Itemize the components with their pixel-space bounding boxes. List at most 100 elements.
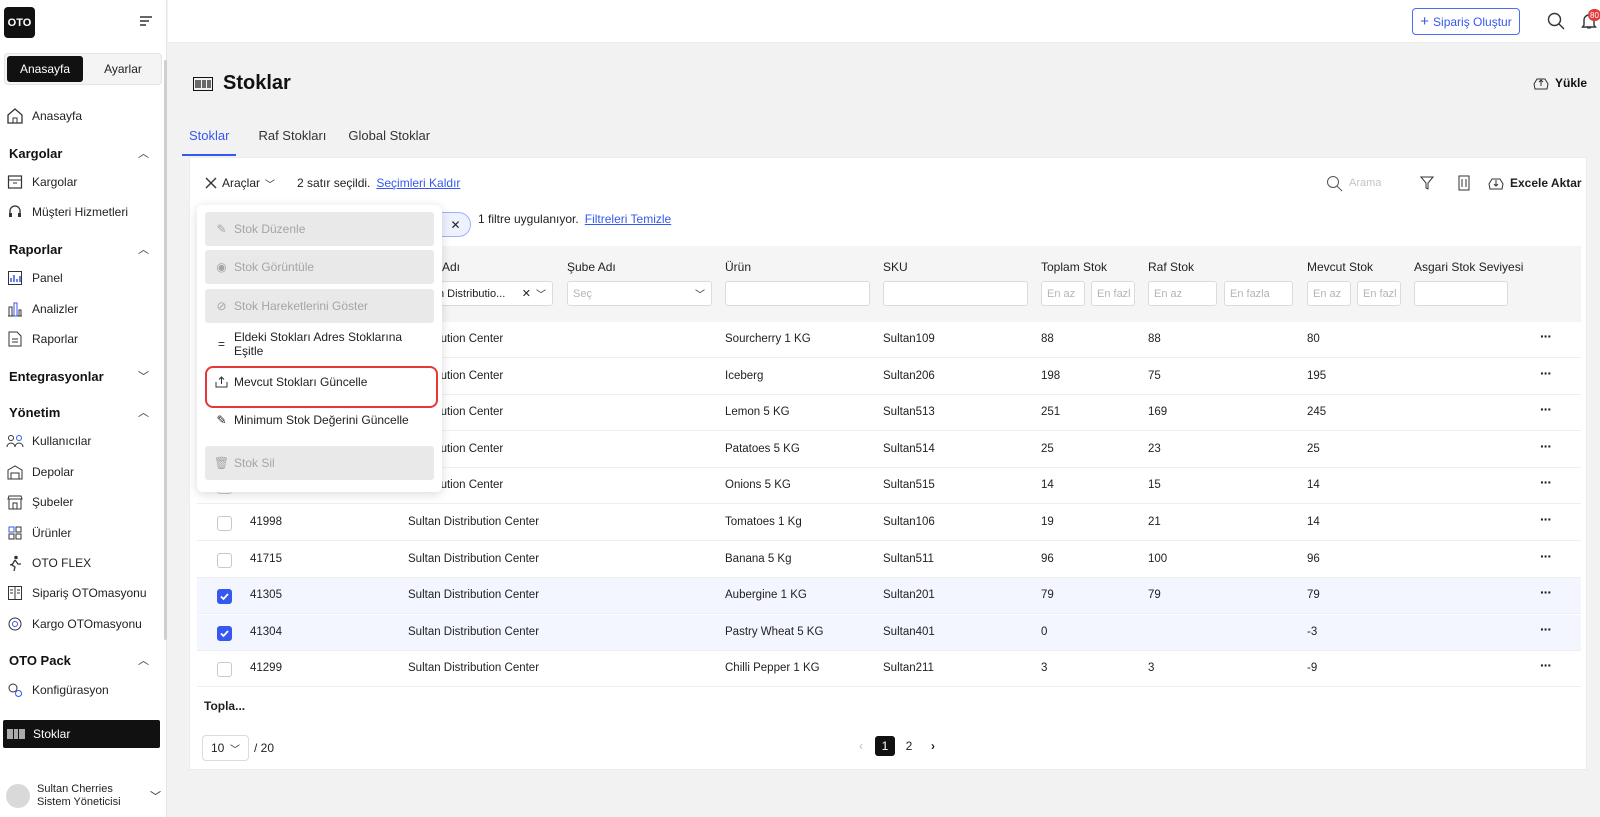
chevron-down-icon[interactable]: ﹀ <box>150 791 161 803</box>
sidebar-group-yonetim[interactable]: Yönetim ︿ <box>9 402 149 422</box>
segment-ayarlar[interactable]: Ayarlar <box>104 62 142 76</box>
total-min-input[interactable]: En az <box>1041 281 1085 306</box>
row-actions-icon[interactable]: ··· <box>1540 401 1552 417</box>
table-row[interactable] <box>197 322 1581 358</box>
collapse-menu-icon[interactable] <box>139 15 153 27</box>
search-icon[interactable] <box>1547 12 1565 30</box>
row-actions-icon[interactable]: ··· <box>1540 657 1552 673</box>
sidebar-group-raporlar[interactable]: Raporlar ︿ <box>9 239 149 259</box>
sidebar-item-kullanicilar[interactable]: Kullanıcılar <box>6 430 156 452</box>
search-input[interactable]: Arama <box>1349 177 1382 189</box>
sidebar-item-panel[interactable]: Panel <box>6 267 156 289</box>
sidebar-item-siparis-otomasyonu[interactable]: Sipariş OTOmasyonu <box>6 582 156 604</box>
sidebar-item-kargo-otomasyonu[interactable]: Kargo OTOmasyonu <box>6 613 156 635</box>
clear-filters-link[interactable]: Filtreleri Temizle <box>584 212 672 226</box>
col-header-min[interactable]: Asgari Stok Seviyesi <box>1414 260 1524 274</box>
page-size-select[interactable]: 10 ﹀ <box>202 735 249 761</box>
row-checkbox[interactable] <box>217 516 232 531</box>
sidebar-item-konfigurasyon[interactable]: Konfigürasyon <box>6 679 156 701</box>
row-actions-icon[interactable]: ··· <box>1540 584 1552 600</box>
current-min-input[interactable]: En az <box>1307 281 1351 306</box>
menu-item-edit-stock[interactable]: ✎ Stok Düzenle <box>205 212 434 246</box>
user-profile[interactable]: Sultan Cherries Sistem Yöneticisi ﹀ <box>6 781 161 811</box>
upload-button[interactable]: Yükle <box>1533 75 1587 91</box>
clear-selection-link[interactable]: Seçimleri Kaldır <box>376 176 461 190</box>
tools-dropdown-button[interactable]: Araçlar ﹀ <box>204 176 275 191</box>
table-row[interactable] <box>197 578 1581 614</box>
row-checkbox[interactable] <box>217 626 232 641</box>
table-search[interactable]: Arama <box>1326 173 1381 193</box>
tab-stoklar[interactable]: Stoklar <box>182 128 237 156</box>
table-row[interactable] <box>197 615 1581 651</box>
row-checkbox[interactable] <box>217 553 232 568</box>
next-page-icon[interactable]: › <box>931 739 935 753</box>
row-actions-icon[interactable]: ··· <box>1540 438 1552 454</box>
sidebar-group-kargolar[interactable]: Kargolar ︿ <box>9 143 149 163</box>
table-row[interactable] <box>197 505 1581 541</box>
row-checkbox[interactable] <box>217 662 232 677</box>
menu-item-stock-movements[interactable]: ⊘ Stok Hareketlerini Göster <box>205 289 434 323</box>
col-header-shelf[interactable]: Raf Stok <box>1148 260 1195 274</box>
sidebar-item-subeler[interactable]: Şubeler <box>6 491 156 513</box>
col-header-total[interactable]: Toplam Stok <box>1041 260 1108 274</box>
col-header-product[interactable]: Ürün <box>725 260 752 274</box>
page-2[interactable]: 2 <box>905 739 913 753</box>
row-actions-icon[interactable]: ··· <box>1540 328 1552 344</box>
create-order-button[interactable]: + Sipariş Oluştur <box>1412 8 1520 35</box>
edit-icon: ✎ <box>216 413 227 427</box>
row-actions-icon[interactable]: ··· <box>1540 548 1552 564</box>
oto-logo[interactable]: OTO <box>4 7 35 38</box>
sidebar-item-analizler[interactable]: Analizler <box>6 298 156 320</box>
menu-item-update-current-stock[interactable]: Mevcut Stokları Güncelle <box>205 365 434 399</box>
current-max-input[interactable]: En fazl <box>1357 281 1401 306</box>
sidebar-item-depolar[interactable]: Depolar <box>6 461 156 483</box>
sidebar-item-urunler[interactable]: Ürünler <box>6 522 156 544</box>
total-max-input[interactable]: En fazl <box>1091 281 1135 306</box>
sidebar-item-raporlar[interactable]: Raporlar <box>6 328 156 350</box>
table-row[interactable] <box>197 651 1581 687</box>
menu-item-delete-stock[interactable]: 🗑 Stok Sil <box>205 446 434 480</box>
sidebar-item-musteri-hizmetleri[interactable]: Müşteri Hizmetleri <box>6 201 156 223</box>
close-icon[interactable]: ✕ <box>450 217 461 232</box>
row-actions-icon[interactable]: ··· <box>1540 511 1552 527</box>
sidebar-group-otopack[interactable]: OTO Pack ︿ <box>9 650 149 670</box>
table-row[interactable] <box>197 542 1581 578</box>
col-header-branch[interactable]: Şube Adı <box>567 260 616 274</box>
tab-global-stoklar[interactable]: Global Stoklar <box>348 128 431 143</box>
row-actions-icon[interactable]: ··· <box>1540 365 1552 381</box>
col-header-current[interactable]: Mevcut Stok <box>1307 260 1374 274</box>
sidebar-item-anasayfa[interactable]: Anasayfa <box>6 105 156 127</box>
table-row[interactable] <box>197 395 1581 431</box>
row-checkbox[interactable] <box>217 589 232 604</box>
sku-filter-input[interactable] <box>883 281 1028 306</box>
table-row[interactable] <box>197 468 1581 504</box>
clear-icon[interactable]: ✕ <box>521 288 531 300</box>
shelf-max-input[interactable]: En fazla <box>1224 281 1293 306</box>
table-row[interactable] <box>197 432 1581 468</box>
page-1[interactable]: 1 <box>875 736 895 756</box>
col-header-sku[interactable]: SKU <box>883 260 908 274</box>
sidebar-item-kargolar[interactable]: Kargolar <box>6 171 156 193</box>
product-filter-input[interactable] <box>725 281 870 306</box>
row-actions-icon[interactable]: ··· <box>1540 474 1552 490</box>
min-level-filter-input[interactable] <box>1414 281 1508 306</box>
segment-anasayfa[interactable]: Anasayfa <box>7 56 83 82</box>
menu-item-view-stock[interactable]: ◉ Stok Görüntüle <box>205 250 434 284</box>
sidebar-item-oto-flex[interactable]: OTO FLEX <box>6 552 156 574</box>
warehouse-filter-select[interactable]: n Distributio... ✕ ﹀ <box>432 281 553 306</box>
menu-item-sync-address-stock[interactable]: = Eldeki Stokları Adres Stoklarına Eşitle <box>205 327 434 361</box>
sidebar-group-entegrasyonlar[interactable]: Entegrasyonlar ﹀ <box>9 366 149 386</box>
tab-raf-stoklari[interactable]: Raf Stokları <box>258 128 327 143</box>
column-settings-icon[interactable] <box>1458 173 1470 193</box>
row-actions-icon[interactable]: ··· <box>1540 621 1552 637</box>
filter-icon[interactable] <box>1420 173 1434 193</box>
shelf-min-input[interactable]: En az <box>1148 281 1217 306</box>
sidebar-item-stoklar[interactable]: Stoklar <box>3 720 160 748</box>
menu-item-update-min-stock[interactable]: ✎ Minimum Stok Değerini Güncelle <box>205 403 434 437</box>
sidebar-scrollbar[interactable] <box>164 60 167 640</box>
prev-page-icon[interactable]: ‹ <box>859 739 863 753</box>
table-row[interactable] <box>197 359 1581 395</box>
col-header-warehouse[interactable]: Adı <box>442 260 461 274</box>
export-excel-button[interactable]: Excele Aktar <box>1488 173 1582 193</box>
branch-filter-select[interactable]: Seç ﹀ <box>567 281 712 306</box>
